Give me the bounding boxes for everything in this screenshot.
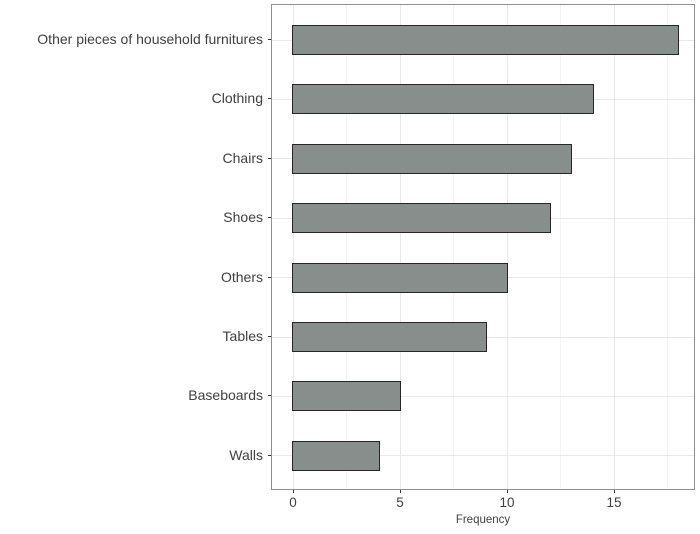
gridline-major-x (292, 5, 294, 489)
bar-chairs (292, 143, 573, 174)
gridline-major-y (272, 395, 694, 397)
x-tick-label: 10 (499, 495, 515, 510)
x-tick-label: 5 (396, 495, 404, 510)
gridline-major-x (506, 5, 508, 489)
bar-others (292, 262, 508, 293)
y-tick-mark (268, 276, 271, 278)
gridline-minor-x (346, 5, 347, 489)
y-tick-label: Others (220, 268, 263, 285)
y-tick-label: Baseboards (188, 387, 263, 404)
y-tick-label: Tables (222, 328, 263, 344)
y-tick-mark (268, 98, 271, 100)
gridline-minor-x (667, 5, 668, 489)
y-tick-label: Other pieces of household furnitures (37, 31, 263, 47)
x-tick-mark (399, 490, 401, 493)
x-tick-mark (506, 490, 508, 493)
bar-tables (292, 322, 487, 352)
y-tick-label: Walls (229, 446, 263, 463)
plot-panel (271, 4, 695, 490)
x-tick-mark (613, 490, 615, 493)
gridline-minor-x (560, 5, 561, 489)
x-axis-title: Frequency (455, 514, 511, 526)
y-tick-label: Chairs (222, 149, 263, 166)
y-tick-mark (268, 336, 271, 337)
y-tick-label: Shoes (223, 209, 263, 226)
bar-clothing (292, 84, 594, 115)
gridline-minor-x (453, 5, 454, 489)
bar-walls (292, 440, 380, 471)
y-tick-mark (268, 395, 271, 397)
gridline-major-x (613, 5, 615, 489)
y-tick-mark (268, 39, 271, 40)
gridline-major-y (272, 455, 694, 457)
x-tick-label: 15 (606, 495, 622, 510)
bar-baseboards (292, 381, 401, 412)
y-tick-label: Clothing (211, 90, 263, 107)
bar-other-pieces-of-household-furnitures (292, 25, 680, 55)
bar-shoes (292, 203, 551, 234)
x-tick-mark (292, 490, 294, 493)
y-tick-mark (268, 217, 271, 219)
y-tick-mark (268, 157, 271, 159)
y-tick-mark (268, 454, 271, 456)
gridline-major-x (399, 5, 401, 489)
x-tick-label: 0 (289, 495, 297, 510)
